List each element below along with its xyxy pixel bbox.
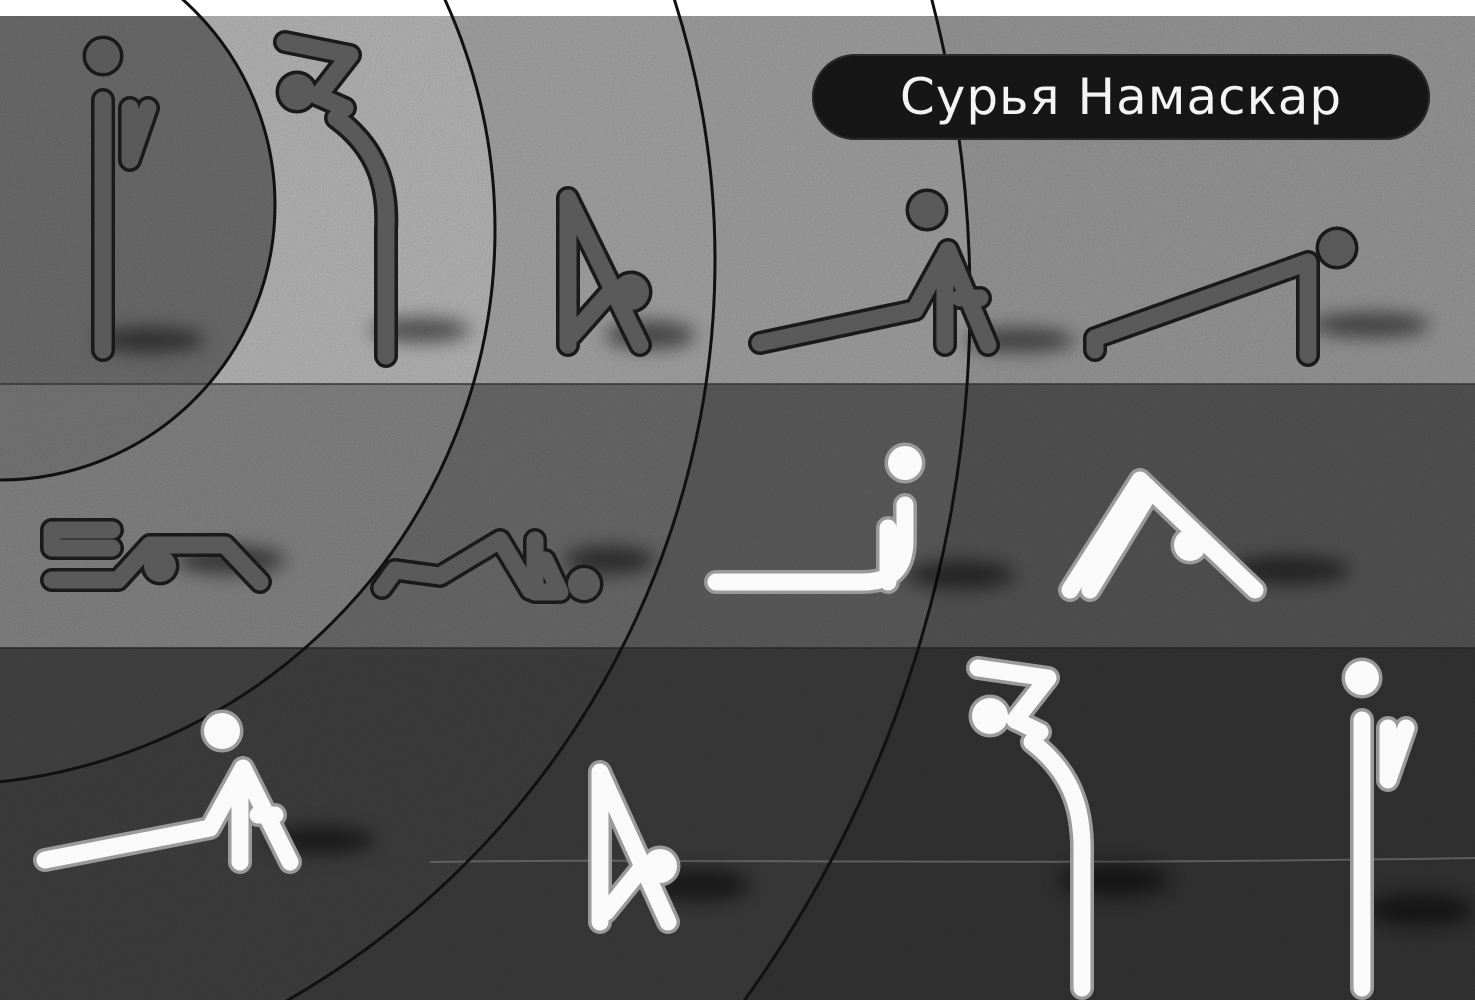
pose-3-forward-bend-icon: [556, 186, 653, 357]
pose-8-cobra-icon: [704, 442, 926, 594]
pose-11-forward-bend-icon: [588, 760, 681, 934]
pose-9-downward-dog-icon: [1058, 468, 1267, 602]
pose-5-plank-icon: [1083, 226, 1359, 367]
pose-12-raised-arms-backbend-icon: [966, 656, 1095, 1000]
pose-4-lunge-icon: [748, 188, 1000, 357]
pose-1-standing-prayer-icon: [82, 35, 160, 362]
pose-13-standing-prayer-icon: [1341, 657, 1418, 1000]
pose-10-lunge-icon: [33, 709, 302, 874]
title-pill: Сурья Намаскар: [812, 54, 1430, 140]
arc-2: [0, 0, 497, 784]
diagram-title: Сурья Намаскар: [899, 68, 1343, 126]
pose-7-prone-curl-icon: [370, 528, 604, 604]
pose-2-raised-arms-backbend-icon: [273, 30, 399, 368]
pose-6-eight-limbs-icon: [40, 518, 272, 594]
arc-1: [0, 0, 277, 482]
arc-3: [285, 0, 717, 1000]
poses: [33, 30, 1418, 1000]
